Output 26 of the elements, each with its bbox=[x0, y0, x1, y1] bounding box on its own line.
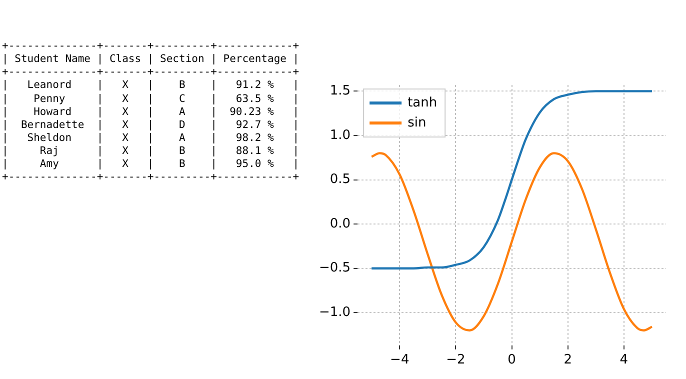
text: | Bernadette | X | D | 92.7 % | bbox=[2, 118, 300, 131]
y-tick-label: 0.0 bbox=[330, 216, 351, 232]
legend-label: tanh bbox=[408, 95, 438, 110]
text: | Student Name | Class | Section | Percentage | bbox=[2, 53, 300, 66]
text: +--------------+-------+---------+------------+ bbox=[2, 171, 300, 184]
text: | Howard | X | A | 90.23 % | bbox=[2, 106, 300, 118]
legend-label: sin bbox=[408, 115, 426, 130]
x-tick-label: 0 bbox=[508, 352, 516, 368]
text: | Raj | X | B | 88.1 % | bbox=[2, 145, 300, 157]
line-series bbox=[370, 90, 654, 270]
text: | Leanord | X | B | 91.2 % | bbox=[2, 79, 300, 92]
y-tick-label: 0.5 bbox=[330, 172, 351, 188]
line-series bbox=[370, 152, 654, 332]
y-tick-label: −0.5 bbox=[318, 260, 351, 276]
x-tick-label: 4 bbox=[620, 352, 628, 368]
y-tick-label: 1.0 bbox=[330, 128, 351, 143]
text: | Amy | X | B | 95.0 % | bbox=[2, 158, 300, 170]
x-tick-label: −2 bbox=[446, 352, 466, 368]
x-tick-label: −4 bbox=[390, 352, 410, 368]
y-tick-label: −1.0 bbox=[318, 305, 351, 320]
text: +--------------+-------+---------+------------+ bbox=[2, 40, 300, 52]
text: +--------------+-------+---------+------------+ bbox=[2, 66, 300, 78]
y-tick-label: 1.5 bbox=[330, 84, 351, 99]
x-tick-label: 2 bbox=[564, 352, 572, 368]
text: | Sheldon | X | A | 98.2 % | bbox=[2, 132, 300, 144]
text: | Penny | X | C | 63.5 % | bbox=[2, 92, 300, 104]
